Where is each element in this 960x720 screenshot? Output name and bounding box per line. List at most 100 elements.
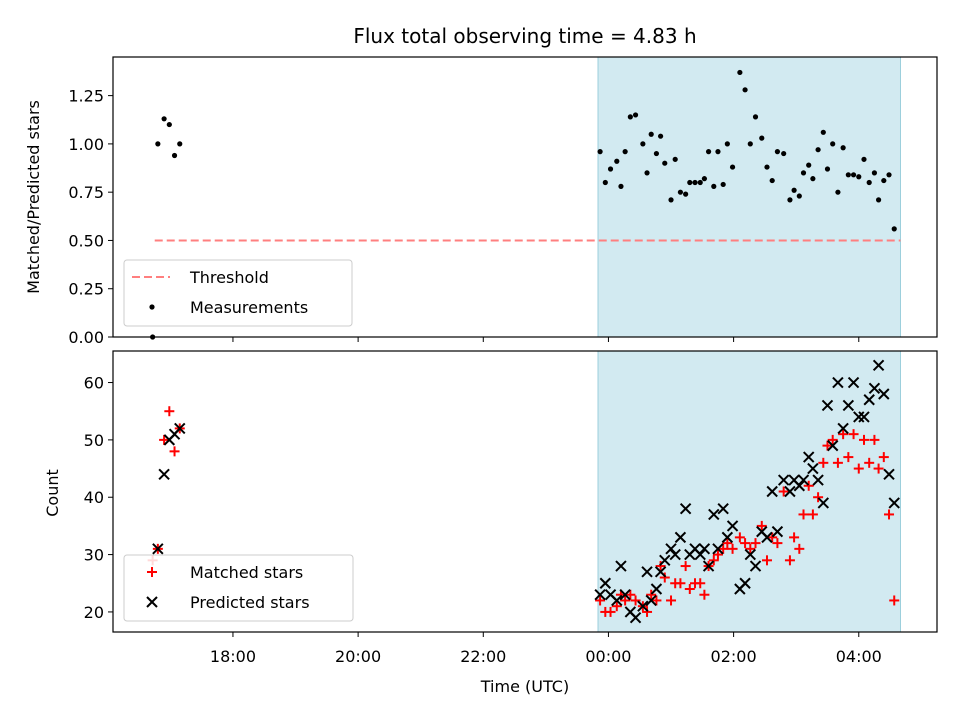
- matched-star-point: [756, 520, 767, 531]
- predicted-star-stroke-b: [669, 548, 681, 561]
- matched-star-point: [745, 543, 756, 554]
- predicted-star-stroke-b: [629, 611, 642, 624]
- measurement-point: [810, 176, 816, 182]
- measurement-point: [830, 141, 836, 147]
- measurement-point: [891, 226, 897, 232]
- predicted-star-point: [665, 543, 677, 555]
- predicted-star-stroke-b: [721, 531, 734, 544]
- predicted-star-stroke-b: [637, 600, 649, 612]
- x-axis-label: Time (UTC): [480, 677, 569, 696]
- predicted-star-point: [637, 600, 649, 612]
- measurement-point: [871, 170, 878, 176]
- predicted-star-point: [615, 560, 627, 572]
- measurement-point: [840, 145, 846, 151]
- matched-star-point: [727, 543, 738, 554]
- predicted-star-point: [878, 388, 890, 400]
- predicted-star-point: [797, 474, 810, 486]
- predicted-star-stroke-b: [641, 566, 653, 578]
- predicted-star-point: [645, 594, 657, 607]
- predicted-star-point: [594, 589, 606, 601]
- predicted-star-point: [726, 520, 739, 532]
- matched-star-point: [784, 555, 795, 566]
- bottom-y-tick-label: 20: [84, 603, 104, 622]
- top-legend-label: Measurements: [190, 298, 308, 317]
- bottom-legend-label: Predicted stars: [190, 593, 310, 612]
- predicted-star-point: [793, 480, 806, 492]
- predicted-star-point: [712, 543, 724, 555]
- measurement-point: [640, 141, 646, 147]
- top-y-tick-label: 1.00: [68, 135, 104, 154]
- matched-star-point: [611, 601, 622, 612]
- predicted-star-point: [708, 508, 720, 521]
- predicted-star-point: [863, 394, 875, 406]
- predicted-star-point: [698, 543, 711, 555]
- predicted-star-stroke-b: [802, 451, 815, 463]
- top-y-tick-label: 0.75: [68, 183, 104, 202]
- measurement-point: [653, 150, 660, 157]
- matched-star-point: [827, 434, 838, 445]
- predicted-star-point: [659, 554, 671, 567]
- measurement-point: [715, 149, 721, 155]
- predicted-star-stroke-b: [888, 497, 900, 509]
- top-legend-label: Threshold: [189, 268, 269, 287]
- bottom-y-tick-label: 50: [84, 431, 104, 450]
- predicted-star-stroke-b: [817, 497, 830, 509]
- matched-star-point: [798, 509, 809, 520]
- predicted-star-stroke-b: [771, 525, 784, 538]
- measurement-point: [622, 149, 628, 155]
- measurement-point: [866, 179, 872, 186]
- measurement-point: [759, 135, 765, 141]
- predicted-star-stroke-b: [826, 439, 839, 452]
- predicted-star-stroke-b: [761, 531, 773, 544]
- measurement-point: [781, 150, 787, 157]
- measurement-point: [701, 176, 708, 182]
- bottom-legend-label: Matched stars: [190, 563, 303, 582]
- measurement-point: [697, 179, 703, 186]
- predicted-star-point: [847, 376, 860, 389]
- predicted-star-point: [152, 543, 164, 555]
- matched-star-point: [843, 452, 854, 463]
- legend-measurement-swatch: [149, 304, 155, 310]
- matched-star-point: [722, 538, 733, 549]
- predicted-star-stroke-b: [858, 411, 870, 423]
- measurement-point: [835, 189, 841, 195]
- predicted-star-point: [158, 468, 170, 481]
- top-y-tick-label: 0.25: [68, 280, 104, 299]
- predicted-star-stroke-b: [883, 468, 895, 481]
- predicted-star-stroke-b: [756, 525, 768, 538]
- measurement-point: [742, 87, 748, 93]
- matched-star-point: [734, 532, 745, 543]
- predicted-star-point: [669, 548, 681, 561]
- matched-star-point: [884, 509, 895, 520]
- predicted-star-stroke-b: [744, 548, 757, 561]
- predicted-star-stroke-b: [793, 480, 806, 492]
- matched-star-point: [813, 492, 824, 503]
- predicted-star-stroke-b: [174, 422, 186, 435]
- matched-star-point: [169, 446, 180, 457]
- matched-star-point: [646, 589, 657, 600]
- predicted-star-stroke-b: [674, 531, 687, 544]
- bottom-shaded-region: [597, 350, 901, 633]
- predicted-star-point: [766, 485, 778, 498]
- measurement-point: [597, 149, 603, 155]
- predicted-star-point: [679, 502, 692, 515]
- measurement-point: [614, 158, 620, 164]
- measurement-point: [769, 177, 775, 184]
- measurement-point: [815, 147, 821, 153]
- predicted-star-stroke-b: [659, 554, 671, 567]
- predicted-star-stroke-b: [615, 560, 627, 572]
- measurement-point: [820, 129, 826, 135]
- predicted-star-stroke-b: [698, 543, 711, 555]
- bottom-y-tick-label: 30: [84, 546, 104, 565]
- predicted-star-point: [817, 497, 830, 509]
- measurement-point: [692, 179, 698, 186]
- measurement-point: [724, 141, 730, 147]
- measurement-point: [791, 187, 797, 193]
- measurement-point: [774, 149, 781, 155]
- predicted-star-point: [872, 359, 885, 372]
- top-y-axis-label: Matched/Predicted stars: [24, 100, 43, 294]
- measurement-point: [644, 170, 650, 176]
- matched-star-point: [718, 543, 729, 554]
- predicted-star-stroke-b: [788, 474, 800, 486]
